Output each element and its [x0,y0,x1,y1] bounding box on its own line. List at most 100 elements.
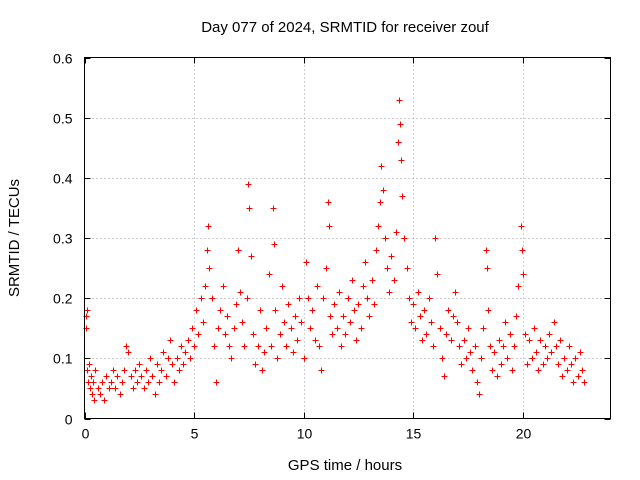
data-point [274,355,281,362]
x-tick-label: 10 [297,426,313,442]
data-point [412,325,419,332]
data-point [437,325,444,332]
data-point [326,223,333,230]
data-point [483,247,490,254]
data-point [522,331,529,338]
data-point [559,373,566,380]
data-point [241,343,248,350]
data-point [138,373,145,380]
data-point [99,379,106,386]
data-point [529,355,536,362]
data-point [174,355,181,362]
data-point [106,385,113,392]
data-point [224,313,231,320]
data-point [531,325,538,332]
data-point [386,289,393,296]
data-point [266,271,273,278]
x-tick-label: 5 [191,426,199,442]
data-point [421,307,428,314]
data-point [248,253,255,260]
data-point [156,379,163,386]
data-point [500,343,507,350]
data-point [513,313,520,320]
data-point [231,325,238,332]
data-point [397,121,404,128]
data-point [496,337,503,344]
data-point [136,361,143,368]
data-point [257,307,264,314]
data-point [84,307,91,314]
data-point [169,361,176,368]
data-point [338,343,345,350]
data-point [577,349,584,356]
y-tick-labels: 0 0.1 0.2 0.3 0.4 0.5 0.6 [53,51,73,428]
data-point [553,343,560,350]
plot-frame [84,57,611,419]
data-point [285,301,292,308]
data-point [281,319,288,326]
data-point [303,259,310,266]
data-point [388,253,395,260]
data-point [426,295,433,302]
data-point [235,247,242,254]
data-point [143,367,150,374]
data-point [579,367,586,374]
data-point [202,283,209,290]
data-point [502,319,509,326]
data-point [171,379,178,386]
data-point [195,331,202,338]
data-point [259,367,266,374]
data-point [380,187,387,194]
data-point [290,349,297,356]
data-point [432,235,439,242]
data-point [132,367,139,374]
x-tick-label: 0 [82,426,90,442]
y-tick-label: 0 [65,412,73,428]
data-point [307,325,314,332]
data-point [564,367,571,374]
data-point [239,319,246,326]
data-point [182,349,189,356]
data-point [358,325,365,332]
data-point [233,301,240,308]
data-point [491,349,498,356]
data-point [355,301,362,308]
data-point [489,367,496,374]
data-point [323,265,330,272]
data-point [117,391,124,398]
data-point [520,271,527,278]
data-point [191,343,198,350]
data-point [176,367,183,374]
data-point [204,247,211,254]
data-point [198,295,205,302]
data-point [87,385,94,392]
data-point [410,301,417,308]
data-point [200,319,207,326]
data-point [123,343,130,350]
data-point [526,337,533,344]
data-point [485,307,492,314]
data-point [261,349,268,356]
data-point [373,247,380,254]
data-point [185,337,192,344]
data-point [469,367,476,374]
y-tick-label: 0.2 [53,291,73,307]
data-point [561,355,568,362]
data-point [408,319,415,326]
data-point [515,283,522,290]
data-point [518,223,525,230]
y-tick-label: 0.1 [53,351,73,367]
data-point [296,295,303,302]
data-point [542,343,549,350]
data-point [351,307,358,314]
data-point [165,355,172,362]
y-axis-label: SRMTID / TECUs [6,179,23,297]
chart-title: Day 077 of 2024, SRMTID for receiver zou… [201,19,489,36]
data-point [349,277,356,284]
data-point [535,367,542,374]
data-points [83,97,588,404]
data-point [572,355,579,362]
data-point [551,319,558,326]
data-point [445,307,452,314]
